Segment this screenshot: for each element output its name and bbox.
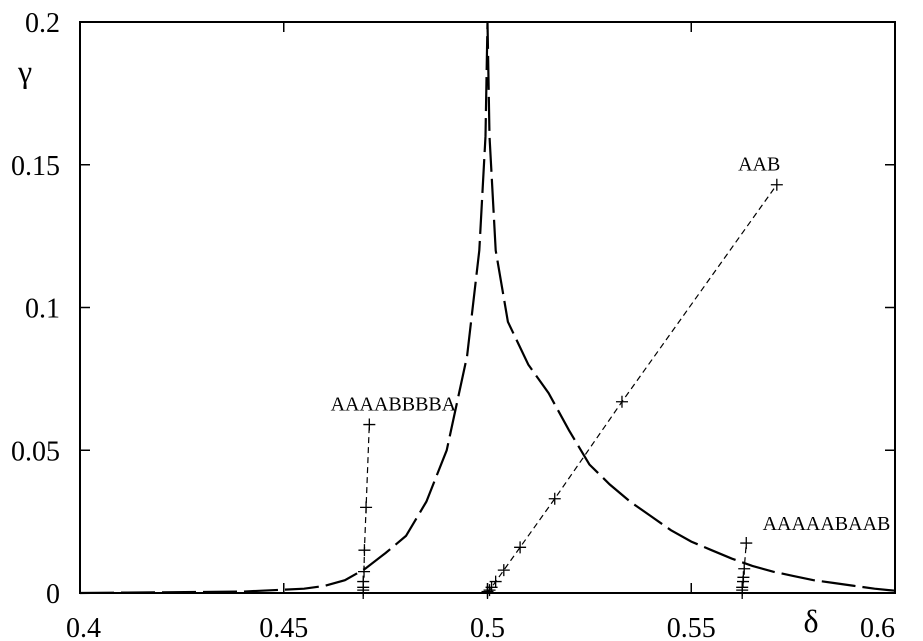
data-point (548, 492, 561, 505)
chart-series (79, 21, 896, 599)
y-tick-label: 0.05 (11, 436, 60, 467)
data-point (363, 418, 376, 431)
data-point (740, 537, 753, 550)
data-point (357, 575, 370, 588)
x-tick-label: 0.5 (470, 613, 505, 641)
series-annotation: AAB (738, 153, 780, 175)
series-annotation: AAAABBBBA (331, 393, 457, 415)
data-point (483, 584, 496, 597)
chart-annotations: AAB AAAABBBBA AAAAABAAB (331, 153, 891, 535)
data-point (738, 562, 751, 575)
series-line (486, 184, 778, 593)
data-point (489, 575, 502, 588)
x-tick-label: 0.4 (66, 613, 101, 641)
x-tick-label: 0.45 (259, 613, 308, 641)
data-point (514, 541, 527, 554)
y-tick-label: 0.2 (25, 8, 60, 39)
x-axis-label: δ (803, 603, 818, 639)
data-point (615, 395, 628, 408)
tick-labels: 0.4 0.45 0.5 0.55 0.6 0 0.05 0.1 0.15 0.2 (11, 8, 895, 641)
y-tick-label: 0.15 (11, 151, 60, 182)
data-point (770, 178, 783, 191)
y-tick-label: 0 (46, 579, 60, 610)
series-line (79, 21, 896, 595)
data-point (736, 581, 749, 594)
data-point (360, 501, 373, 514)
data-point (497, 564, 510, 577)
x-tick-label: 0.6 (860, 613, 895, 641)
x-tick-label: 0.55 (667, 613, 716, 641)
series-annotation: AAAAABAAB (763, 513, 891, 535)
data-point (737, 571, 750, 584)
axis-ticks (79, 21, 896, 594)
data-point (358, 565, 371, 578)
y-axis-label: γ (17, 53, 32, 89)
data-point (358, 544, 371, 557)
y-tick-label: 0.1 (25, 294, 60, 325)
plot-frame (79, 21, 896, 594)
